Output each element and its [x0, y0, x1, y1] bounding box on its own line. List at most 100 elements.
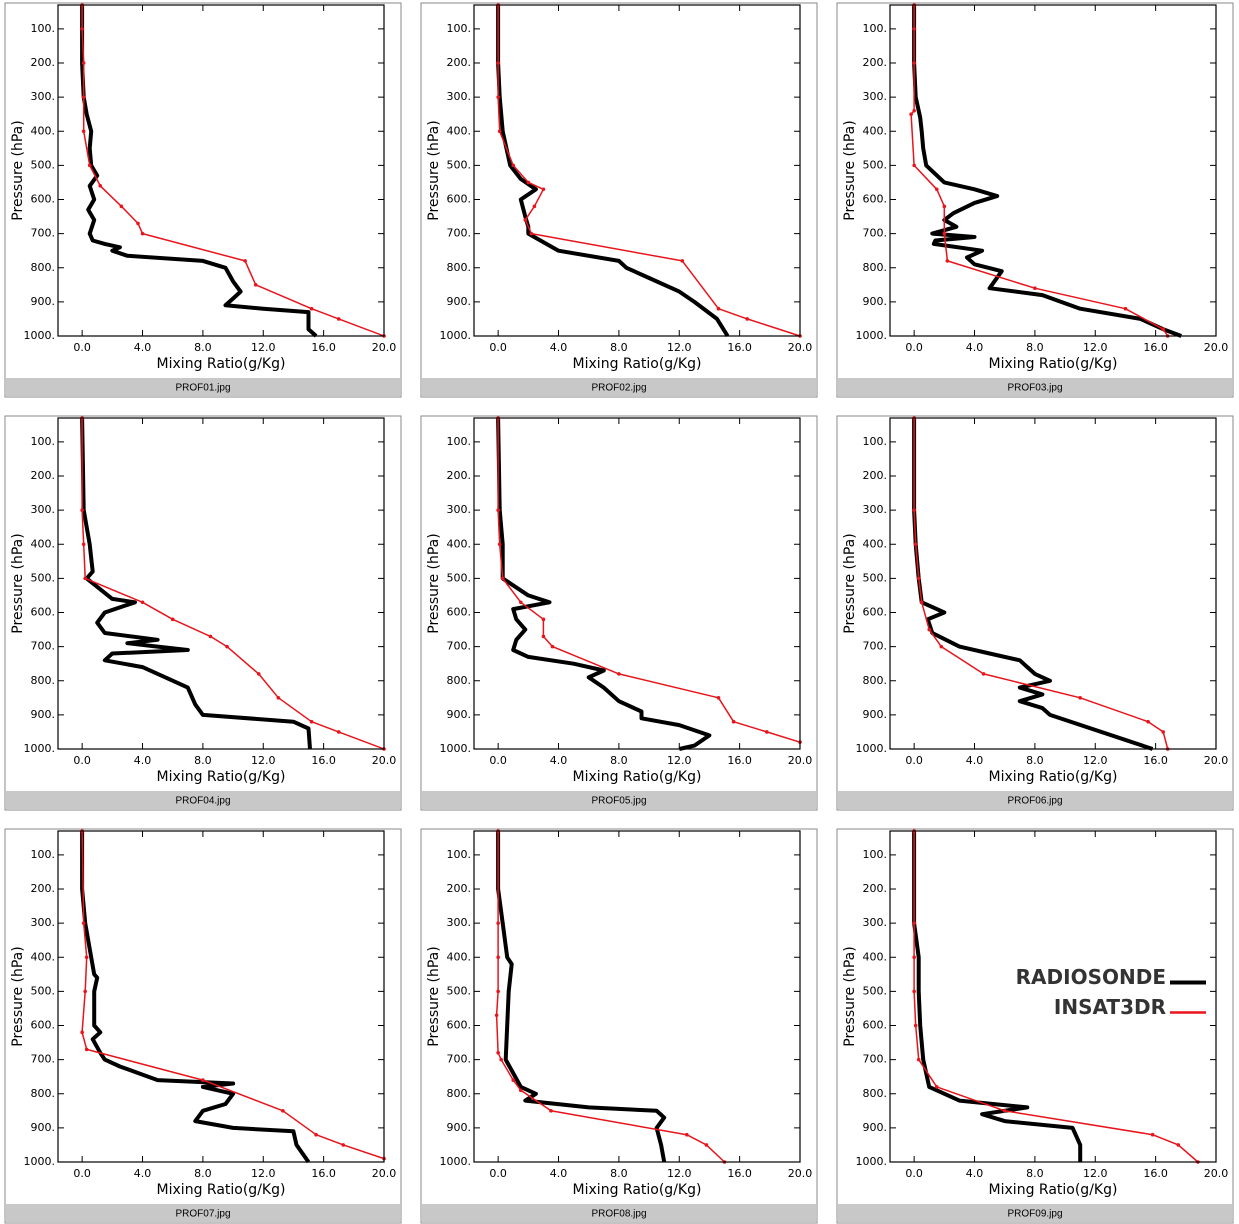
x-tick-label: 0.0	[73, 754, 91, 767]
x-tick-label: 0.0	[489, 1167, 507, 1180]
y-axis-label: Pressure (hPa)	[842, 120, 858, 220]
x-tick-label: 20.0	[1204, 754, 1229, 767]
x-tick-label: 0.0	[489, 341, 507, 354]
profile-marker	[913, 1023, 918, 1028]
caption: PROF07.jpg	[175, 1209, 230, 1220]
x-tick-label: 12.0	[1083, 1167, 1108, 1180]
profile-marker	[912, 61, 916, 65]
profile-marker	[496, 955, 500, 960]
profile-marker	[1176, 1143, 1181, 1147]
profile-marker	[942, 231, 947, 236]
x-tick-label: 16.0	[727, 1167, 752, 1180]
y-tick-label: 400.	[447, 537, 472, 550]
y-tick-label: 500.	[31, 158, 56, 171]
y-tick-label: 400.	[31, 537, 56, 550]
x-tick-label: 8.0	[1026, 754, 1044, 767]
y-axis-label: Pressure (hPa)	[426, 120, 442, 220]
panel: PROF05.jpg 100. 200. 300. 400. 500. 600. 700. 80…	[420, 415, 818, 811]
panel-frame	[836, 415, 1234, 811]
x-tick-label: 4.0	[550, 1167, 568, 1180]
profile-marker	[541, 187, 546, 192]
caption-bar	[6, 1204, 400, 1222]
x-tick-label: 4.0	[966, 754, 984, 767]
profile-marker	[1123, 306, 1128, 311]
profile-marker	[939, 644, 944, 649]
profile-marker	[550, 644, 555, 649]
x-tick-label: 4.0	[550, 754, 568, 767]
profile-marker	[256, 672, 261, 676]
y-tick-label: 700.	[31, 227, 56, 240]
x-tick-label: 0.0	[489, 754, 507, 767]
y-tick-label: 400.	[863, 950, 888, 963]
profile-marker	[916, 1057, 921, 1062]
x-tick-label: 8.0	[194, 1167, 212, 1180]
y-tick-label: 100.	[863, 435, 888, 448]
plot-frame	[57, 830, 385, 1163]
profile-marker	[314, 1132, 318, 1137]
profile-marker	[1078, 696, 1082, 700]
profile-marker	[81, 95, 86, 99]
panel-frame	[836, 828, 1234, 1224]
x-tick-label: 16.0	[1143, 1167, 1168, 1180]
profile-marker	[912, 163, 916, 168]
profile-marker	[497, 542, 502, 547]
x-tick-label: 12.0	[667, 341, 692, 354]
profile-marker	[140, 600, 145, 605]
y-tick-label: 500.	[31, 571, 56, 584]
y-tick-label: 1000.	[856, 329, 888, 342]
x-axis-label: Mixing Ratio(g/Kg)	[989, 356, 1118, 372]
y-tick-label: 700.	[447, 640, 472, 653]
plot-frame	[889, 4, 1217, 337]
y-tick-label: 600.	[863, 193, 888, 206]
profile-marker	[1002, 1109, 1007, 1113]
profile-line	[910, 5, 1169, 337]
y-tick-label: 800.	[863, 674, 888, 687]
profile-marker	[532, 204, 537, 209]
x-tick-label: 16.0	[1143, 754, 1168, 767]
y-axis-label: Pressure (hPa)	[426, 533, 442, 633]
profile-marker	[981, 672, 986, 676]
y-tick-label: 700.	[31, 640, 56, 653]
y-tick-label: 600.	[31, 1019, 56, 1032]
x-tick-label: 0.0	[73, 341, 91, 354]
panel-frame	[4, 2, 402, 398]
y-tick-label: 200.	[31, 882, 56, 895]
x-tick-label: 20.0	[788, 341, 813, 354]
x-tick-label: 4.0	[966, 341, 984, 354]
x-tick-label: 8.0	[610, 1167, 628, 1180]
y-tick-label: 800.	[447, 674, 472, 687]
profile-line	[912, 831, 1083, 1162]
profile-marker	[253, 283, 258, 287]
y-tick-label: 1000.	[24, 742, 56, 755]
profile-marker	[499, 1057, 503, 1062]
profile-marker	[497, 129, 502, 134]
y-tick-label: 900.	[447, 708, 472, 721]
y-tick-label: 500.	[863, 984, 888, 997]
y-tick-label: 300.	[447, 90, 472, 103]
caption: PROF02.jpg	[591, 383, 646, 394]
x-tick-label: 0.0	[905, 754, 923, 767]
x-tick-label: 4.0	[966, 1167, 984, 1180]
profile-marker	[496, 989, 500, 994]
profile-marker	[496, 1051, 500, 1055]
profile-marker	[81, 129, 86, 134]
caption-bar	[422, 791, 816, 809]
profile-line	[80, 5, 318, 338]
y-tick-label: 1000.	[856, 1155, 888, 1168]
caption: PROF06.jpg	[1007, 796, 1062, 807]
y-tick-label: 100.	[863, 22, 888, 35]
y-tick-label: 1000.	[440, 329, 472, 342]
y-tick-label: 900.	[863, 1121, 888, 1134]
x-tick-label: 12.0	[251, 1167, 276, 1180]
y-tick-label: 300.	[863, 90, 888, 103]
profile-marker	[927, 627, 932, 632]
profile-marker	[170, 617, 175, 622]
panel: PROF04.jpg 100. 200. 300. 400. 500. 600. 700. 80…	[4, 415, 402, 811]
x-tick-label: 20.0	[788, 1167, 813, 1180]
caption: PROF05.jpg	[591, 796, 646, 807]
x-tick-label: 0.0	[905, 341, 923, 354]
profile-marker	[541, 634, 546, 639]
profile-marker	[526, 180, 531, 185]
profile-marker	[309, 306, 314, 311]
y-axis-label: Pressure (hPa)	[842, 533, 858, 633]
